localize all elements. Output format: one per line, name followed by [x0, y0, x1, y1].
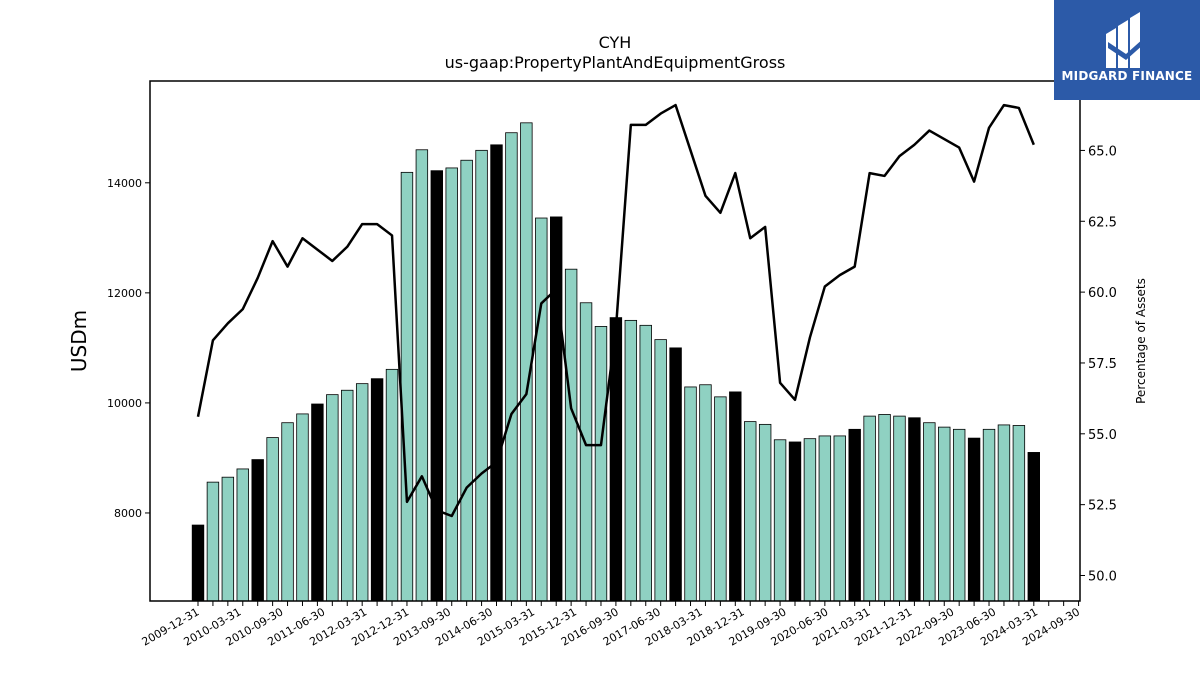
- bar: [221, 476, 235, 602]
- right-axis: 50.0 52.5 55.0 57.5 60.0 62.5 65.0: [1080, 144, 1117, 584]
- bar: [863, 415, 876, 602]
- plot-frame: [149, 80, 1081, 602]
- bar: [370, 378, 384, 602]
- bar: [430, 170, 444, 602]
- bar: [744, 421, 757, 602]
- y2-tick-label: 60.0: [1088, 286, 1117, 301]
- bar: [400, 171, 414, 602]
- left-axis: 8000 10000 12000 14000: [107, 177, 150, 520]
- bar: [997, 424, 1011, 602]
- line-layer: [196, 103, 1035, 518]
- bar: [952, 428, 966, 602]
- bar: [729, 391, 742, 602]
- bar: [908, 417, 921, 602]
- bar: [1027, 452, 1041, 602]
- y2-tick-label: 50.0: [1088, 569, 1117, 584]
- bar: [714, 396, 727, 602]
- bar: [803, 438, 817, 602]
- bar: [385, 368, 399, 602]
- y2-tick-label: 57.5: [1088, 357, 1117, 372]
- chart-subtitle: us-gaap:PropertyPlantAndEquipmentGross: [445, 53, 786, 72]
- bar: [699, 384, 712, 602]
- bar: [967, 437, 981, 602]
- bar: [684, 386, 697, 602]
- bar: [833, 435, 846, 602]
- y2-tick-label: 65.0: [1088, 144, 1117, 159]
- bar: [639, 324, 652, 602]
- bar: [982, 428, 996, 602]
- bar: [773, 439, 787, 602]
- bar: [624, 319, 638, 602]
- bar: [669, 347, 682, 602]
- bar: [475, 149, 488, 602]
- bar: [415, 149, 429, 602]
- bar: [191, 524, 205, 602]
- bar: [311, 403, 324, 602]
- bar: [579, 302, 593, 602]
- y-tick-label: 14000: [107, 177, 142, 190]
- bar: [355, 383, 369, 602]
- bars-layer: [191, 122, 1041, 602]
- series-line: [196, 103, 1035, 518]
- y2-tick-label: 62.5: [1088, 215, 1117, 230]
- bar: [341, 389, 354, 602]
- chart-title: CYH: [599, 33, 632, 52]
- bar: [266, 437, 279, 602]
- brand-name: MIDGARD FINANCE: [1061, 69, 1193, 83]
- bar: [281, 422, 294, 602]
- bar: [893, 415, 906, 602]
- bar: [788, 441, 802, 602]
- y-tick-label: 12000: [107, 287, 142, 300]
- bar: [923, 422, 936, 602]
- bar: [654, 339, 667, 602]
- bar: [564, 268, 578, 602]
- bar: [550, 216, 563, 602]
- bar: [818, 435, 832, 602]
- bar: [938, 426, 951, 602]
- bar: [251, 459, 264, 602]
- bar: [490, 144, 503, 602]
- x-axis: 2009-12-312010-03-312010-09-302011-06-30…: [140, 601, 1082, 649]
- bar: [445, 167, 458, 602]
- bar: [460, 159, 473, 602]
- bar: [758, 423, 772, 602]
- bar: [1012, 425, 1026, 602]
- y2-tick-label: 52.5: [1088, 499, 1117, 514]
- bar: [326, 394, 339, 602]
- bar: [206, 481, 220, 602]
- bar: [848, 428, 861, 602]
- bar: [236, 468, 249, 602]
- y-tick-label: 10000: [107, 397, 142, 410]
- bar: [535, 217, 548, 602]
- y2-axis-label: Percentage of Assets: [1134, 278, 1148, 404]
- y2-tick-label: 55.0: [1088, 428, 1117, 443]
- brand-logo: MIDGARD FINANCE: [1054, 0, 1200, 100]
- y-axis-label: USDm: [67, 310, 91, 372]
- bar: [505, 132, 518, 602]
- y-tick-label: 8000: [114, 507, 142, 520]
- midgard-m-logo-icon: [1106, 12, 1144, 68]
- bar: [878, 414, 891, 602]
- bar: [594, 326, 608, 602]
- bar: [296, 413, 309, 602]
